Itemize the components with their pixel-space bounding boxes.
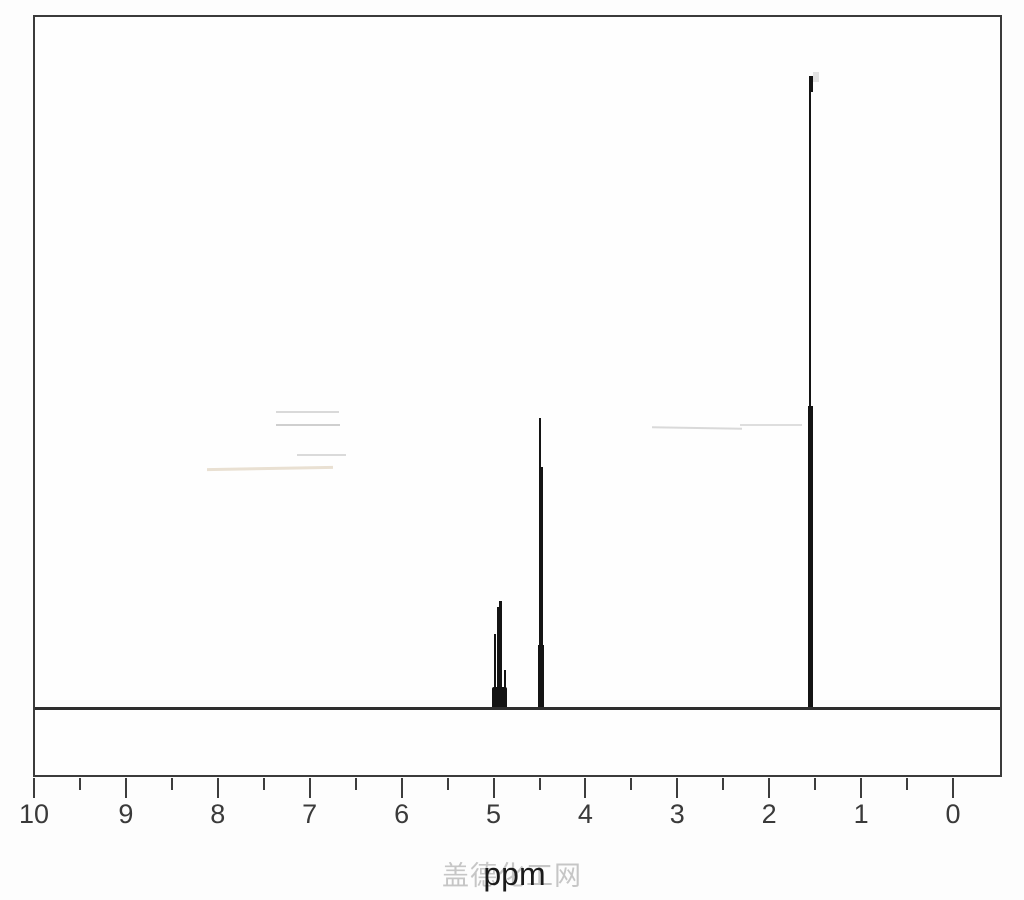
x-tick-label: 1 xyxy=(853,799,869,829)
x-major-tick xyxy=(860,778,863,798)
peak-line xyxy=(538,467,543,709)
x-tick-label: 8 xyxy=(210,799,226,829)
peak-cluster-base xyxy=(492,687,507,709)
x-minor-tick xyxy=(722,778,725,790)
peak-line xyxy=(810,76,813,92)
x-minor-tick xyxy=(354,778,357,790)
x-major-tick xyxy=(584,778,587,798)
x-major-tick xyxy=(676,778,679,798)
scan-artifact xyxy=(813,72,819,82)
x-tick-label: 5 xyxy=(485,799,502,829)
peak-line xyxy=(808,76,811,709)
peak-line xyxy=(807,406,813,709)
scan-artifact xyxy=(276,424,340,426)
scan-artifact xyxy=(740,424,802,426)
x-axis-label: ppm xyxy=(483,856,546,892)
x-major-tick xyxy=(492,778,495,798)
spectrum-baseline xyxy=(35,707,1000,710)
x-major-tick xyxy=(400,778,403,798)
peak-line xyxy=(497,606,499,709)
x-axis-caption: 盖德化工网 ppm xyxy=(0,848,1024,900)
x-tick-label: 0 xyxy=(945,799,961,829)
x-major-tick xyxy=(33,778,35,798)
x-tick-label: 4 xyxy=(577,799,593,829)
peak-line xyxy=(537,644,544,709)
scan-artifact xyxy=(297,454,346,456)
x-minor-tick xyxy=(814,778,817,790)
x-minor-tick xyxy=(79,778,81,790)
plot-area xyxy=(33,15,1002,777)
x-tick-label: 9 xyxy=(118,799,134,829)
x-tick-label: 2 xyxy=(761,799,777,829)
x-minor-tick xyxy=(170,778,173,790)
x-minor-tick xyxy=(446,778,449,790)
x-tick-label: 3 xyxy=(669,799,685,829)
x-tick-label: 7 xyxy=(302,799,318,829)
watermark-text: 盖德化工网 xyxy=(442,861,582,891)
x-major-tick xyxy=(216,778,219,798)
peak-line xyxy=(498,601,502,709)
x-minor-tick xyxy=(262,778,265,790)
x-tick-label: 10 xyxy=(18,799,50,829)
x-major-tick xyxy=(768,778,771,798)
scan-artifact xyxy=(276,411,339,413)
x-tick-label: 6 xyxy=(394,799,410,829)
x-major-tick xyxy=(124,778,127,798)
x-minor-tick xyxy=(906,778,908,790)
x-minor-tick xyxy=(538,778,541,790)
x-major-tick xyxy=(952,778,954,798)
x-major-tick xyxy=(308,778,311,798)
x-minor-tick xyxy=(630,778,633,790)
peak-line xyxy=(493,633,496,709)
